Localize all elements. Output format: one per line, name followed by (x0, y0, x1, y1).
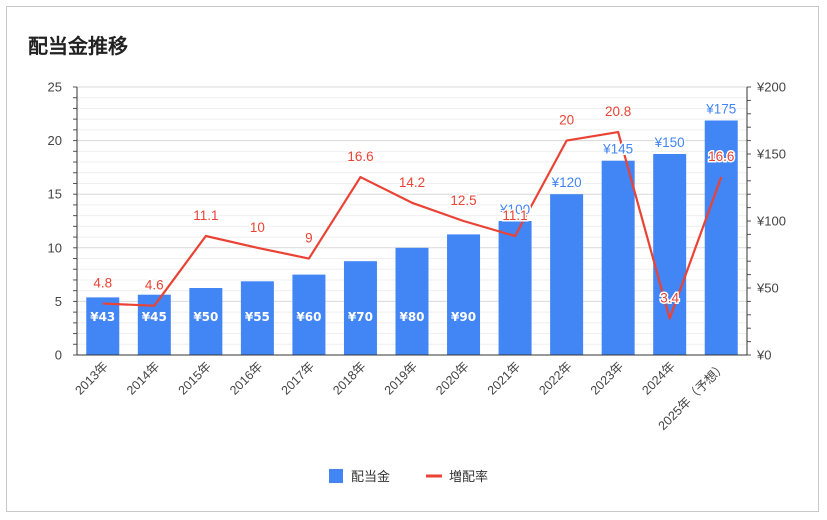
bar-data-label: ¥175 (705, 102, 736, 117)
bar-data-label: ¥145 (602, 142, 633, 157)
bar-data-label: ¥50 (193, 310, 218, 324)
bar (343, 261, 377, 355)
growth-line (102, 130, 723, 320)
line-data-label: 20.8 (605, 104, 631, 119)
line-data-label: 11.1 (193, 208, 218, 223)
bar (447, 234, 481, 355)
bar (240, 281, 274, 355)
bar (601, 160, 635, 355)
bar (395, 247, 429, 355)
line-data-label: 16.6 (347, 149, 373, 164)
legend-label-bar: 配当金 (351, 469, 390, 485)
x-axis-tick-label: 2014年 (124, 359, 162, 397)
right-axis-tick-label: ¥50 (756, 281, 779, 296)
legend-label-line: 増配率 (449, 469, 488, 485)
x-axis-tick-label: 2018年 (330, 359, 368, 397)
bar (704, 120, 738, 355)
line-data-label: 16.6 (708, 149, 734, 164)
left-axis-tick-label: 20 (48, 133, 62, 148)
line-data-label: 4.6 (145, 278, 164, 293)
x-axis-tick-label: 2023年 (588, 359, 626, 397)
left-axis-tick-label: 0 (55, 348, 62, 363)
x-axis-tick-label: 2015年 (176, 359, 214, 397)
line-data-label: 9 (305, 231, 313, 246)
left-axis-tick-label: 5 (55, 294, 62, 309)
line-data-label: 12.5 (450, 193, 476, 208)
data-labels: ¥43 ¥45 ¥50 ¥55 ¥60 ¥70 ¥80 ¥90 ¥100 ¥120 ¥145 ¥150… (90, 100, 738, 324)
line-data-label: 11.1 (502, 208, 527, 223)
left-axis-tick-label: 10 (48, 240, 62, 255)
left-axis-tick-label: 25 (48, 80, 62, 95)
chart-title: 配当金推移 (28, 34, 128, 58)
bar-data-label: ¥45 (142, 310, 167, 324)
x-axis-tick-label: 2020年 (433, 359, 471, 397)
x-axis-tick-label: 2019年 (382, 359, 420, 397)
bar (550, 194, 584, 355)
x-axis-tick-label: 2022年 (536, 359, 574, 397)
bar-data-label: ¥55 (245, 310, 270, 324)
x-axis-tick-label: 2013年 (72, 359, 110, 397)
bar-data-label: ¥120 (551, 175, 582, 190)
bar-data-label: ¥80 (399, 310, 424, 324)
bar-data-label: ¥90 (451, 310, 476, 324)
bar (498, 221, 532, 355)
bar-data-label: ¥43 (90, 310, 115, 324)
right-axis-tick-label: ¥200 (756, 80, 786, 95)
left-axis-tick-label: 15 (48, 187, 62, 202)
bar-data-label: ¥60 (296, 310, 321, 324)
bar-data-label: ¥100 (499, 202, 530, 217)
line-data-label: 10 (250, 220, 265, 235)
x-axis-tick-label: 2024年 (639, 359, 677, 397)
right-axis-tick-label: ¥100 (756, 214, 786, 229)
bar (137, 294, 171, 355)
legend-swatch-bar (329, 469, 343, 483)
line-data-label: 4.8 (93, 276, 112, 291)
bar (292, 274, 326, 355)
x-axis-tick-label: 2017年 (279, 359, 317, 397)
right-axis-tick-label: ¥0 (756, 348, 771, 363)
bar (653, 154, 687, 355)
legend: 配当金 増配率 (329, 469, 488, 485)
line-data-label: 3.4 (660, 291, 679, 306)
bar (86, 297, 120, 355)
x-axis-tick-label: 2016年 (227, 359, 265, 397)
line-data-label: 14.2 (399, 175, 425, 190)
growth-line-path (102, 130, 723, 320)
bars (86, 120, 738, 355)
bar-data-label: ¥150 (654, 135, 685, 150)
line-data-label: 20 (559, 113, 574, 128)
bar-data-label: ¥70 (348, 310, 373, 324)
x-axis-tick-label: 2021年 (485, 359, 523, 397)
right-axis-tick-label: ¥150 (756, 147, 786, 162)
bar (189, 288, 223, 355)
